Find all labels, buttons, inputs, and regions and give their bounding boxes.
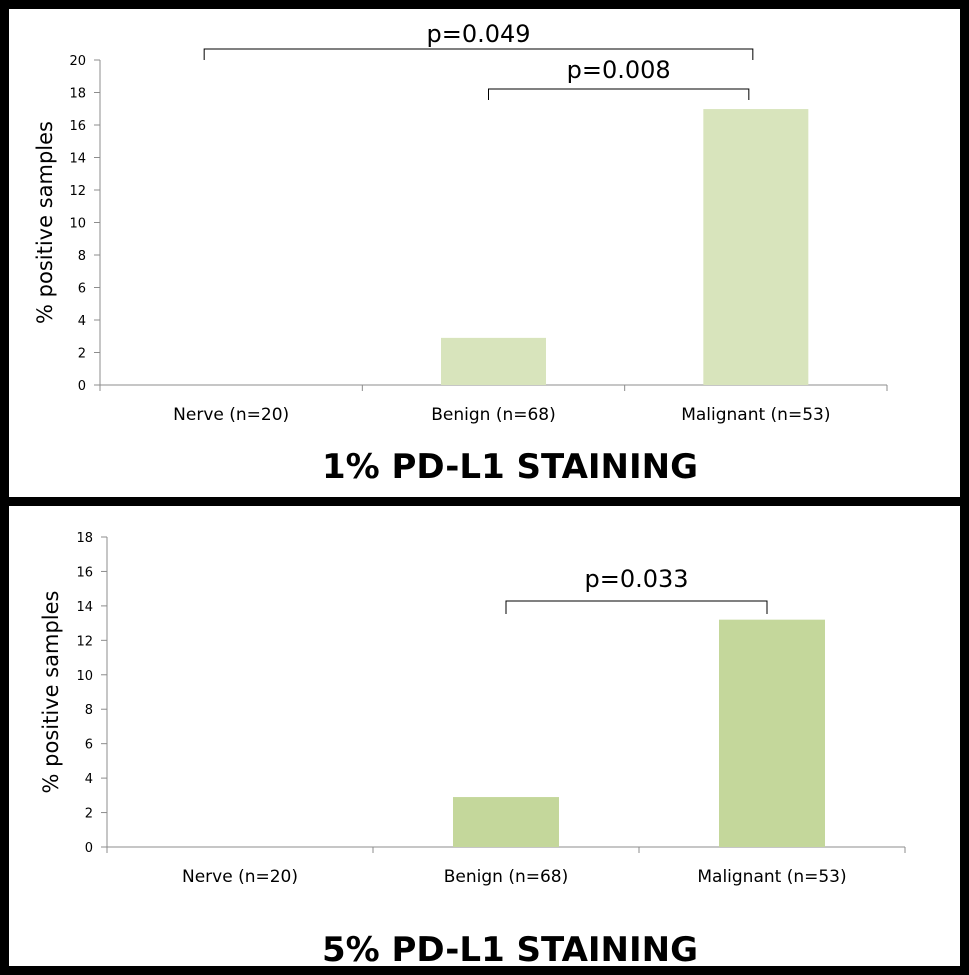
chart1-y-tick-label: 2: [78, 347, 86, 362]
chart1-y-tick-label: 6: [78, 282, 86, 297]
chart1-y-tick-label: 10: [69, 217, 86, 232]
chart1-bar-3: [703, 109, 809, 385]
chart1-p-value-label: p=0.049: [426, 20, 530, 48]
chart1-y-tick-label: 16: [69, 119, 86, 134]
chart1-y-tick-label: 14: [69, 152, 86, 167]
chart1-category-label: Malignant (n=53): [681, 405, 830, 425]
chart1-y-tick-label: 12: [69, 184, 86, 199]
chart2-bar-3: [719, 619, 825, 847]
chart2-significance-bracket: [505, 600, 768, 614]
chart2-y-tick-label: 2: [85, 807, 93, 822]
chart2-category-label: Benign (n=68): [444, 867, 569, 887]
chart2-y-tick-label: 6: [85, 738, 93, 753]
chart2-y-axis-label: % positive samples: [39, 591, 63, 794]
chart2-y-tick-label: 14: [76, 600, 93, 615]
chart1-y-tick-label: 4: [78, 314, 86, 329]
chart2-category-label: Nerve (n=20): [182, 867, 298, 887]
chart2-y-tick-label: 4: [85, 772, 93, 787]
chart1-category-label: Nerve (n=20): [173, 405, 289, 425]
chart2-y-tick-label: 0: [85, 841, 93, 856]
chart1-significance-bracket: [203, 48, 754, 60]
chart1-significance-bracket: [488, 88, 750, 100]
chart2-category-label: Malignant (n=53): [697, 867, 846, 887]
chart1-p-value-label: p=0.008: [567, 56, 671, 84]
chart2-y-tick-label: 8: [85, 703, 93, 718]
chart1-title: 1% PD-L1 STAINING: [322, 447, 698, 487]
chart1-bar-2: [441, 337, 546, 385]
chart2-p-value-label: p=0.033: [584, 565, 688, 593]
chart2-y-tick-label: 18: [76, 531, 93, 546]
chart1-y-tick-label: 18: [69, 87, 86, 102]
chart2-y-tick-label: 12: [76, 634, 93, 649]
chart2-y-tick-label: 16: [76, 565, 93, 580]
chart1-y-tick-label: 8: [78, 249, 86, 264]
chart1-category-label: Benign (n=68): [431, 405, 556, 425]
chart2-title: 5% PD-L1 STAINING: [322, 930, 698, 970]
chart1-y-axis-label: % positive samples: [33, 121, 57, 324]
chart1-y-tick-label: 0: [78, 379, 86, 394]
chart1-y-tick-label: 20: [69, 54, 86, 69]
chart2-y-tick-label: 10: [76, 669, 93, 684]
chart2-bar-2: [453, 797, 559, 847]
